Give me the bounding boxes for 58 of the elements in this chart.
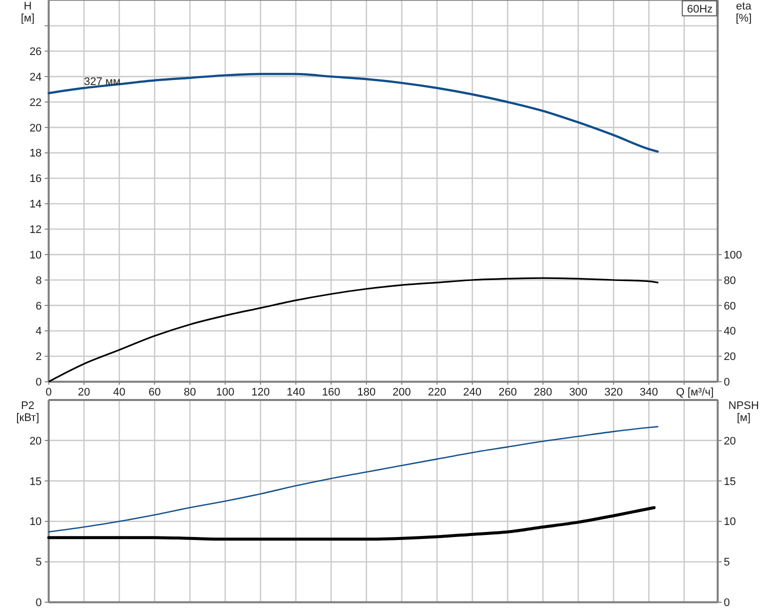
line-series bbox=[48, 72, 659, 153]
x-tick-label: 320 bbox=[604, 386, 623, 399]
x-tick-label: 200 bbox=[392, 386, 411, 399]
y2-tick-label: 40 bbox=[724, 326, 736, 338]
y-tick-label: 2 bbox=[36, 351, 42, 364]
x-tick-label: 340 bbox=[640, 386, 658, 399]
line-series bbox=[47, 506, 656, 541]
x-tick-label: 80 bbox=[184, 386, 196, 399]
chart-title: 60Hz bbox=[687, 3, 713, 16]
x-tick-label: 260 bbox=[498, 386, 517, 399]
y-tick-label: 20 bbox=[29, 435, 42, 448]
y-tick-label: 14 bbox=[29, 198, 42, 211]
y-tick-label: 16 bbox=[29, 173, 42, 186]
y2-tick-label: 0 bbox=[724, 597, 730, 610]
x-tick-label: 160 bbox=[322, 386, 340, 399]
x-tick-label: 60 bbox=[148, 386, 161, 399]
y2-tick-label: 10 bbox=[724, 516, 736, 528]
y-tick-label: 4 bbox=[36, 326, 42, 338]
x-tick-label: 140 bbox=[286, 386, 306, 399]
x-tick-label: 0 bbox=[46, 386, 52, 399]
x-tick-label: 120 bbox=[251, 386, 270, 399]
y2-tick-label: 60 bbox=[724, 300, 736, 312]
y-tick-label: 10 bbox=[29, 516, 42, 528]
x-tick-label: 180 bbox=[357, 386, 376, 399]
x-tick-label: 280 bbox=[534, 386, 552, 399]
x-axis-title: Q [м³/ч] bbox=[676, 386, 714, 399]
y-tick-label: 20 bbox=[29, 122, 42, 134]
y2-tick-label: 5 bbox=[724, 556, 730, 569]
y2-tick-label: 80 bbox=[724, 274, 736, 287]
line-series bbox=[48, 426, 658, 533]
x-tick-label: 220 bbox=[428, 386, 446, 399]
y-tick-label: 18 bbox=[29, 148, 42, 160]
x-tick-label: 40 bbox=[113, 386, 126, 399]
y-tick-label: 10 bbox=[29, 249, 42, 262]
y2-axis-title: NPSH [м] bbox=[728, 400, 760, 424]
y2-axis-title: eta [%] bbox=[736, 0, 752, 24]
y2-tick-label: 20 bbox=[724, 435, 736, 448]
y2-tick-label: 20 bbox=[724, 351, 736, 364]
x-tick-label: 100 bbox=[216, 386, 234, 399]
y2-tick-label: 100 bbox=[724, 249, 742, 262]
x-tick-label: 20 bbox=[78, 386, 90, 399]
y-tick-label: 15 bbox=[29, 476, 42, 488]
y2-tick-label: 0 bbox=[724, 376, 730, 389]
x-tick-label: 300 bbox=[569, 386, 588, 399]
y-axis-title: P2 [кВт] bbox=[16, 400, 40, 424]
y-tick-label: 26 bbox=[29, 46, 42, 58]
x-tick-label: 240 bbox=[463, 386, 482, 399]
y-tick-label: 22 bbox=[29, 96, 42, 109]
y-tick-label: 24 bbox=[29, 71, 42, 84]
y2-tick-label: 15 bbox=[724, 476, 736, 488]
y-axis-title: H [м] bbox=[20, 0, 35, 24]
y-tick-label: 0 bbox=[36, 597, 42, 610]
line-series bbox=[48, 277, 658, 382]
y-tick-label: 0 bbox=[36, 376, 42, 389]
y-tick-label: 8 bbox=[36, 274, 42, 287]
y-tick-label: 12 bbox=[29, 224, 42, 236]
y-tick-label: 5 bbox=[36, 556, 42, 569]
y-tick-label: 6 bbox=[36, 300, 42, 312]
